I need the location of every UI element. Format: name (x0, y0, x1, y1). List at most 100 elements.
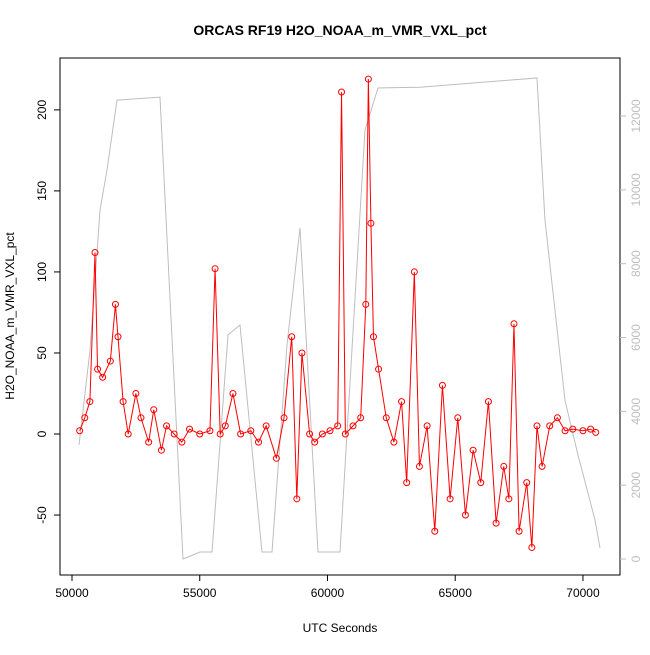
data-point (592, 428, 600, 436)
y-tick-label: 150 (35, 181, 49, 201)
data-point (145, 438, 153, 446)
data-point (510, 320, 518, 328)
data-point (150, 406, 158, 414)
data-point (533, 422, 541, 430)
y2-tick-label: 8000 (629, 250, 643, 277)
y2-tick-label: 2000 (629, 472, 643, 499)
data-point (515, 527, 523, 535)
data-point (280, 414, 288, 422)
data-point (477, 479, 485, 487)
data-point (221, 422, 229, 430)
data-point (367, 219, 375, 227)
data-point (119, 398, 127, 406)
data-point (318, 430, 326, 438)
x-tick-label: 65000 (439, 586, 473, 600)
data-point (553, 414, 561, 422)
data-point (382, 414, 390, 422)
data-point (298, 349, 306, 357)
data-point (546, 422, 554, 430)
data-point (237, 430, 245, 438)
data-point (446, 495, 454, 503)
data-point (484, 398, 492, 406)
data-point (326, 427, 334, 435)
y2-tick-label: 10000 (629, 173, 643, 207)
data-point (91, 248, 99, 256)
data-point (306, 430, 314, 438)
x-tick-label: 50000 (55, 586, 89, 600)
data-point (106, 357, 114, 365)
data-point (375, 365, 383, 373)
data-point (186, 425, 194, 433)
data-point (523, 479, 531, 487)
data-point (341, 430, 349, 438)
data-point (311, 438, 319, 446)
x-tick-label: 55000 (183, 586, 217, 600)
data-point (81, 414, 89, 422)
data-point (76, 427, 84, 435)
data-point (206, 427, 214, 435)
series-line (79, 79, 596, 548)
data-point (216, 430, 224, 438)
series-line (78, 77, 601, 560)
data-point (500, 462, 508, 470)
data-point (349, 422, 357, 430)
y2-tick-label: 4000 (629, 398, 643, 425)
data-point (587, 425, 595, 433)
data-point (431, 527, 439, 535)
data-point (369, 333, 377, 341)
data-point (178, 438, 186, 446)
data-point (262, 422, 270, 430)
y-tick-label: 100 (35, 262, 49, 282)
data-point (229, 389, 237, 397)
data-point (438, 381, 446, 389)
data-point (114, 333, 122, 341)
data-point (362, 300, 370, 308)
data-point (538, 462, 546, 470)
data-point (247, 427, 255, 435)
y-tick-label: 200 (35, 100, 49, 120)
data-point (398, 398, 406, 406)
data-point (94, 365, 102, 373)
y-tick-label: -50 (35, 506, 49, 524)
data-point (99, 373, 107, 381)
data-point (272, 454, 280, 462)
data-point (410, 268, 418, 276)
data-point (390, 438, 398, 446)
data-point (364, 75, 372, 83)
data-point (334, 422, 342, 430)
data-point (163, 422, 171, 430)
data-point (415, 462, 423, 470)
data-point (255, 438, 263, 446)
data-point (454, 414, 462, 422)
data-point (423, 422, 431, 430)
y-tick-label: 50 (35, 346, 49, 360)
y2-tick-label: 6000 (629, 324, 643, 351)
data-point (528, 543, 536, 551)
y2-tick-label: 12000 (629, 99, 643, 133)
data-point (157, 446, 165, 454)
data-point (338, 88, 346, 96)
y-tick-label: 0 (35, 430, 49, 437)
x-tick-label: 70000 (566, 586, 600, 600)
data-point (505, 495, 513, 503)
data-point (132, 389, 140, 397)
y-axis-label: H2O_NOAA_m_VMR_VXL_pct (3, 232, 17, 400)
data-point (357, 414, 365, 422)
data-point (492, 519, 500, 527)
data-point (288, 333, 296, 341)
data-point (579, 427, 587, 435)
data-point (111, 300, 119, 308)
data-point (211, 265, 219, 273)
plot-frame (59, 57, 621, 576)
data-point (461, 511, 469, 519)
data-point (86, 398, 94, 406)
data-point (569, 425, 577, 433)
data-point (403, 479, 411, 487)
x-axis-label: UTC Seconds (303, 621, 378, 635)
data-point (561, 427, 569, 435)
data-point (170, 430, 178, 438)
chart-title: ORCAS RF19 H2O_NOAA_m_VMR_VXL_pct (193, 22, 487, 38)
y2-tick-label: 0 (629, 555, 643, 562)
